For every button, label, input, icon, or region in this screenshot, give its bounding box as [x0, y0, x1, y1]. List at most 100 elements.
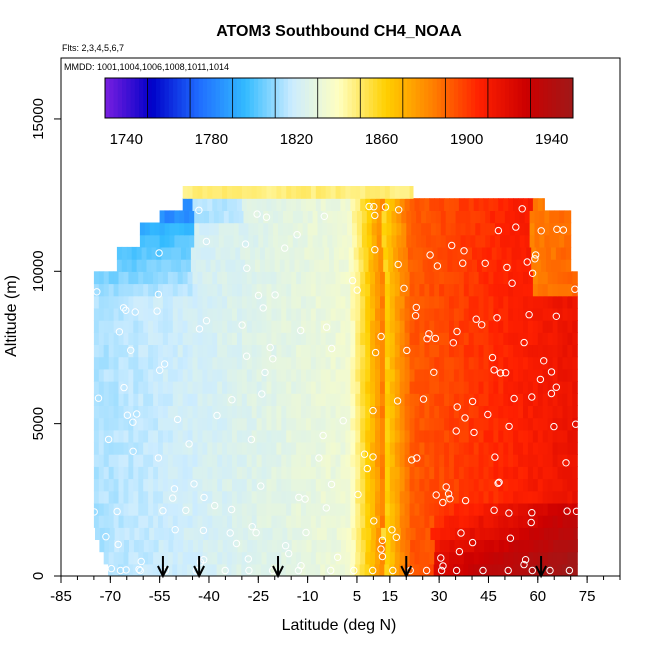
heat-cell [182, 186, 189, 199]
heat-cell [490, 234, 496, 248]
heat-cell [389, 271, 396, 285]
heat-cell [138, 478, 144, 492]
heat-cell [257, 527, 264, 540]
heat-cell [504, 234, 511, 248]
heat-cell [532, 307, 539, 321]
heat-cell [419, 466, 425, 480]
heat-cell [148, 405, 154, 419]
heat-cell [232, 320, 238, 333]
heat-cell [187, 405, 194, 419]
heat-cell [197, 198, 203, 211]
heat-cell [468, 478, 475, 492]
heat-cell [340, 356, 346, 370]
heat-cell [301, 344, 307, 358]
heat-cell [276, 515, 282, 528]
heat-cell [355, 186, 361, 199]
heat-cell [360, 320, 366, 333]
heat-cell [276, 417, 282, 431]
heat-cell [414, 295, 420, 309]
heat-cell [325, 320, 332, 333]
heat-cell [389, 405, 396, 419]
heat-cell [322, 222, 328, 236]
heat-cell [468, 417, 475, 431]
heat-cell [493, 368, 499, 382]
heat-cell [205, 246, 212, 260]
colorbar-swatch [415, 78, 421, 118]
heat-cell [453, 307, 460, 321]
heat-cell [149, 234, 156, 248]
heat-cell [187, 356, 194, 370]
heat-cell [376, 222, 383, 236]
heat-cell [197, 466, 203, 480]
sample-point [460, 247, 468, 255]
sample-point [252, 529, 260, 537]
heat-cell [399, 502, 406, 516]
heat-cell [108, 478, 115, 492]
heat-cell [472, 246, 478, 260]
heat-cell [162, 417, 169, 431]
heat-cell [297, 234, 304, 248]
heat-cell [478, 283, 485, 297]
heat-cell [440, 222, 447, 236]
heat-cell [404, 551, 411, 565]
heat-cell [529, 527, 535, 540]
heat-cell [172, 502, 179, 516]
x-axis: -85 -70 -55 -40 -25 -10 5 15 30 45 60 75 [50, 576, 621, 605]
colorbar-swatch [236, 78, 242, 118]
heat-cell [409, 502, 416, 516]
heat-cell [128, 490, 134, 504]
heat-cell [167, 502, 174, 516]
heat-cell [470, 222, 476, 236]
heat-cell [192, 490, 198, 504]
heat-cell [409, 356, 416, 370]
heat-cell [532, 454, 539, 467]
heat-cell [325, 271, 332, 285]
heat-cell [306, 381, 312, 394]
heat-cell [478, 393, 485, 406]
heat-cell [343, 259, 350, 272]
heat-cell [434, 466, 440, 480]
heat-cell [567, 551, 573, 565]
heat-cell [503, 502, 509, 516]
heat-cell [207, 466, 213, 480]
heat-cell [361, 210, 368, 224]
heat-cell [124, 527, 131, 540]
heat-cell [148, 320, 154, 333]
heat-cell [232, 466, 238, 480]
heat-cell [414, 368, 420, 382]
heat-cell [552, 563, 558, 576]
heat-cell [320, 551, 327, 565]
heat-cell [394, 344, 401, 358]
heat-cell [439, 368, 445, 382]
heat-cell [314, 246, 320, 260]
heat-cell [205, 259, 212, 272]
heat-cell [488, 466, 494, 480]
heat-cell [304, 246, 310, 260]
heat-cell [143, 320, 149, 333]
heat-cell [497, 563, 504, 576]
heat-cell [516, 246, 522, 260]
heat-cell [251, 490, 258, 504]
heat-cell [251, 307, 258, 321]
heat-cell [199, 210, 205, 224]
heat-cell [222, 283, 228, 297]
heat-cell [495, 234, 501, 248]
heat-cell [310, 307, 317, 321]
heat-cell [251, 515, 258, 528]
heat-cell [279, 259, 286, 272]
heat-cell [384, 295, 391, 309]
heat-cell [261, 551, 268, 565]
heat-cell [483, 417, 489, 431]
heat-cell [118, 307, 124, 321]
heat-cell [355, 478, 361, 492]
heat-cell [223, 222, 230, 236]
heat-cell [113, 429, 120, 443]
heat-cell [567, 381, 573, 394]
heat-cell [103, 344, 110, 358]
heat-cell [475, 222, 481, 236]
heat-cell [564, 234, 570, 248]
heat-cell [182, 356, 189, 370]
heat-cell [414, 490, 420, 504]
heat-cell [172, 381, 179, 394]
heat-cell [345, 295, 351, 309]
